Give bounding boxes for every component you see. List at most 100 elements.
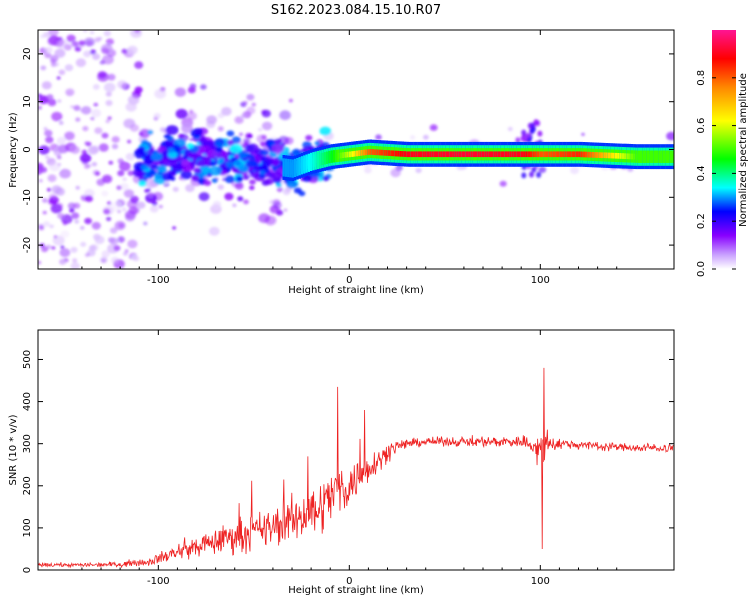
- noise-blob: [212, 200, 222, 208]
- ridge-cell: [548, 151, 551, 158]
- snr-xlabel: Height of straight line (km): [288, 585, 424, 596]
- noise-blob: [56, 155, 62, 160]
- y-tick-label: 0: [22, 146, 33, 152]
- energy-blob: [229, 143, 243, 154]
- noise-blob: [74, 219, 80, 224]
- energy-blob: [271, 143, 284, 154]
- energy-blob: [185, 166, 192, 171]
- ridge-cell: [422, 151, 425, 158]
- ridge-cell: [298, 163, 301, 169]
- ridge-cell: [468, 151, 471, 158]
- noise-blob: [56, 38, 68, 49]
- noise-blob: [143, 221, 148, 226]
- ridge-cell: [461, 151, 464, 158]
- ridge-cell: [449, 151, 453, 158]
- ridge-cell: [525, 151, 528, 158]
- noise-blob: [117, 170, 125, 177]
- energy-blob: [273, 160, 279, 165]
- noise-blob: [105, 119, 110, 124]
- energy-blob: [181, 159, 190, 166]
- noise-blob: [91, 162, 98, 167]
- ridge-cell: [573, 151, 576, 158]
- ridge-cell: [305, 160, 308, 167]
- y-tick-label: 20: [22, 48, 33, 61]
- ridge-cell: [598, 152, 602, 158]
- energy-blob: [203, 180, 212, 186]
- noise-blob: [38, 179, 43, 183]
- ridge-cell: [394, 150, 398, 157]
- noise-blob: [139, 129, 151, 138]
- spectral-ridge: [282, 139, 674, 181]
- noise-blob: [40, 65, 47, 71]
- x-tick-label: 0: [346, 275, 352, 286]
- noise-blob: [123, 251, 128, 256]
- noise-blob: [46, 187, 52, 192]
- snr-ticks: -100 0 100 0 100 200 300 400 500: [22, 330, 674, 587]
- ridge-cell: [303, 161, 306, 168]
- noise-blob: [69, 208, 75, 213]
- noise-blob: [242, 138, 250, 144]
- ridge-cell: [401, 151, 405, 157]
- ridge-cell: [433, 151, 437, 158]
- noise-blob: [64, 131, 75, 141]
- noise-blob: [73, 202, 81, 209]
- spectrogram-xlabel: Height of straight line (km): [288, 285, 424, 296]
- ridge-cell: [667, 153, 670, 160]
- noise-blob: [101, 132, 109, 139]
- ridge-cell: [440, 151, 444, 158]
- ridge-cell: [374, 149, 377, 156]
- noise-blob: [246, 93, 255, 101]
- noise-blob: [102, 54, 114, 65]
- ridge-cell: [429, 151, 432, 158]
- ridge-cell: [332, 153, 336, 160]
- noise-blob: [127, 170, 134, 176]
- noise-blob: [159, 127, 166, 133]
- energy-blob: [259, 170, 266, 175]
- noise-blob: [107, 116, 112, 120]
- energy-blob: [258, 173, 266, 179]
- energy-blob: [249, 179, 256, 185]
- ridge-cell: [603, 152, 606, 159]
- ridge-cell: [541, 151, 544, 158]
- ridge-cell: [403, 151, 407, 157]
- colorbar-tick-label: 0.6: [696, 118, 707, 134]
- ridge-cell: [509, 151, 512, 158]
- noise-blob: [110, 256, 120, 264]
- noise-blob: [261, 121, 273, 131]
- y-tick-label: 500: [22, 350, 33, 369]
- noise-blob: [121, 207, 127, 212]
- noise-blob: [153, 112, 161, 119]
- ridge-cell: [362, 149, 366, 156]
- ridge-cell: [511, 151, 515, 158]
- ridge-cell: [562, 151, 565, 158]
- noise-blob: [43, 221, 50, 227]
- noise-blob: [130, 195, 139, 204]
- noise-blob: [89, 49, 97, 55]
- ridge-cell: [658, 153, 661, 160]
- colorbar-ticks: 0.0 0.2 0.4 0.6 0.8: [696, 70, 736, 277]
- noise-blob: [94, 127, 103, 134]
- noise-blob: [107, 73, 116, 81]
- noise-blob: [189, 109, 194, 114]
- noise-blob: [101, 190, 109, 197]
- ridge-cell: [452, 151, 455, 158]
- noise-blob: [92, 53, 101, 60]
- ridge-cell: [371, 149, 375, 155]
- noise-blob: [279, 110, 291, 121]
- y-tick-label: 400: [22, 392, 33, 411]
- energy-blob: [215, 147, 223, 153]
- noise-blob: [198, 192, 210, 202]
- noise-blob: [38, 145, 50, 155]
- noise-blob: [43, 31, 51, 38]
- energy-blob: [235, 161, 242, 166]
- ridge-cell: [344, 152, 347, 158]
- x-tick-label: -100: [147, 576, 170, 587]
- noise-blob: [47, 98, 57, 107]
- energy-blob: [319, 126, 332, 136]
- noise-blob: [269, 199, 275, 205]
- ridge-cell: [282, 164, 285, 171]
- ridge-cell: [594, 152, 597, 158]
- noise-blob: [41, 246, 49, 253]
- noise-blob: [134, 30, 141, 34]
- noise-blob: [91, 145, 100, 153]
